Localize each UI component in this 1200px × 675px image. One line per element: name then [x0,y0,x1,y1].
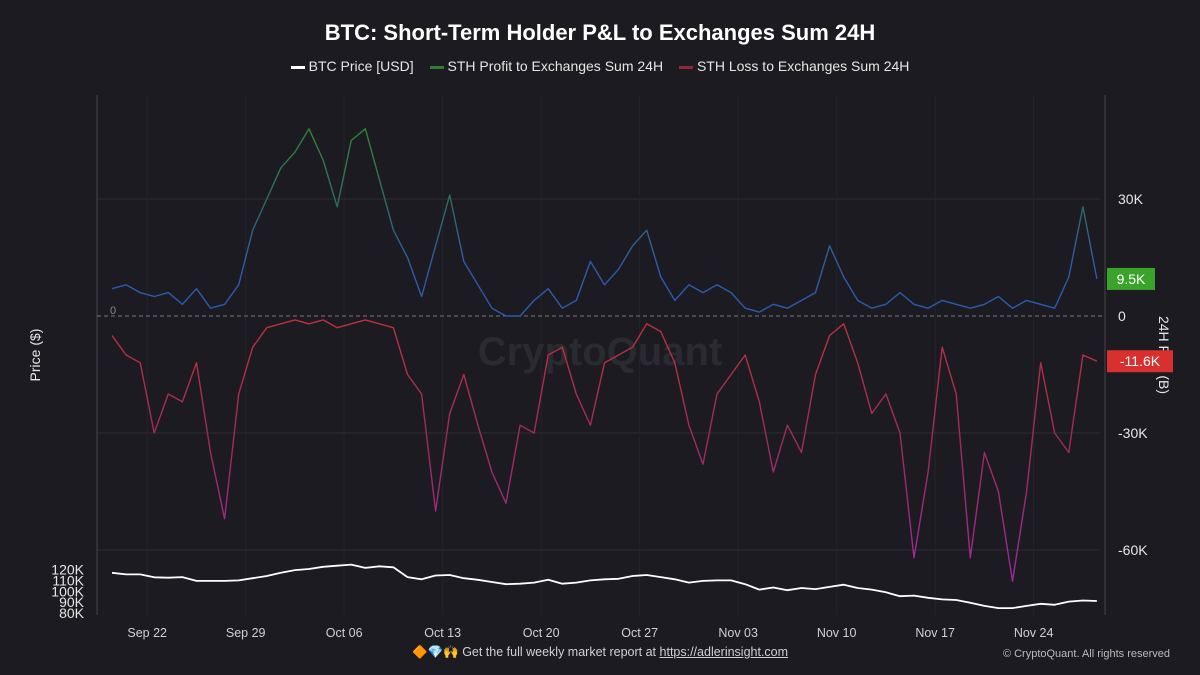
loss-line [111,319,1098,582]
x-tick-label: Oct 13 [424,626,461,640]
legend-swatch [290,65,305,69]
x-tick-label: Sep 22 [127,626,167,640]
legend: BTC Price [USD] STH Profit to Exchanges … [0,58,1200,74]
badge-background [1107,350,1173,373]
badge-label: 9.5K [1117,271,1146,287]
left-tick-label: 90K [59,594,85,610]
left-axis-label: Price ($) [27,329,43,382]
badge-label: -11.6K [1120,353,1161,369]
legend-item-profit[interactable]: STH Profit to Exchanges Sum 24H [429,58,664,74]
loss-value-badge: -11.6K [1107,350,1173,373]
left-tick-label: 120K [51,562,84,578]
price-line [111,563,1097,609]
right-tick-label: -60K [1118,542,1148,558]
left-tick-label: 80K [59,605,85,621]
legend-label: STH Profit to Exchanges Sum 24H [447,58,664,74]
legend-label: BTC Price [USD] [308,58,414,74]
legend-item-loss[interactable]: STH Loss to Exchanges Sum 24H [678,58,910,74]
zero-line-label: 0 [110,305,116,317]
legend-swatch [429,65,444,69]
x-tick-label: Sep 29 [226,626,266,640]
badge-background [1107,267,1155,290]
report-link[interactable]: https://adlerinsight.com [659,645,789,659]
legend-swatch [678,65,693,69]
footer-text: Get the full weekly market report at [462,645,657,659]
x-tick-label: Oct 20 [523,626,560,640]
left-tick-label: 110K [52,572,84,588]
x-tick-label: Oct 06 [326,626,363,640]
x-tick-label: Nov 03 [718,626,758,640]
right-tick-label: 30K [1118,191,1144,207]
emoji-icons: 🔶💎🙌 [412,645,459,659]
left-tick-label: 100K [51,583,84,599]
profit-line [111,128,1098,317]
legend-label: STH Loss to Exchanges Sum 24H [696,58,910,74]
profit-value-badge: 9.5K [1107,267,1155,290]
right-tick-label: 0 [1118,308,1126,324]
x-tick-label: Nov 24 [1014,626,1054,640]
x-tick-label: Nov 17 [915,626,955,640]
x-tick-label: Oct 27 [621,626,658,640]
chart-title: BTC: Short-Term Holder P&L to Exchanges … [324,20,876,45]
legend-item-price[interactable]: BTC Price [USD] [290,58,414,74]
x-tick-label: Nov 10 [817,626,857,640]
right-tick-label: -30K [1118,425,1148,441]
watermark: CryptoQuant [478,330,722,374]
footer-promo: 🔶💎🙌 Get the full weekly market report at… [412,645,788,660]
copyright: © CryptoQuant. All rights reserved [1002,648,1170,660]
